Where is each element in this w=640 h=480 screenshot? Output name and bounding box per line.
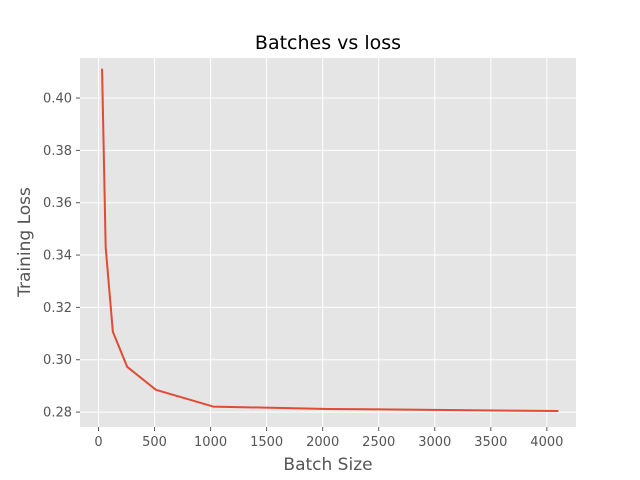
y-tick-label: 0.34 — [43, 249, 72, 264]
x-tick-label: 3000 — [418, 435, 451, 450]
x-tick-label: 3500 — [474, 435, 507, 450]
y-axis-label: Training Loss — [15, 187, 35, 298]
x-tick-label: 1500 — [250, 435, 283, 450]
y-tick-label: 0.28 — [43, 406, 72, 421]
x-tick-label: 4000 — [530, 435, 563, 450]
x-tick-label: 2500 — [362, 435, 395, 450]
x-tick-label: 0 — [94, 435, 102, 450]
plot-background — [80, 58, 576, 427]
y-tick-label: 0.38 — [43, 144, 72, 159]
ticks: 0 500 1000 1500 2000 2500 3000 3500 4000 0.28 0.30… — [43, 92, 563, 450]
series-layer — [101, 68, 559, 413]
y-tick-label: 0.30 — [43, 353, 72, 368]
chart-title: Batches vs loss — [255, 32, 401, 54]
y-tick-label: 0.32 — [43, 301, 72, 316]
series-line — [101, 68, 559, 413]
y-tick-label: 0.36 — [43, 196, 72, 211]
grid — [80, 58, 576, 427]
x-tick-label: 1000 — [194, 435, 227, 450]
x-tick-label: 2000 — [306, 435, 339, 450]
x-axis-label: Batch Size — [283, 455, 372, 475]
y-tick-label: 0.40 — [43, 92, 72, 107]
x-tick-label: 500 — [142, 435, 167, 450]
